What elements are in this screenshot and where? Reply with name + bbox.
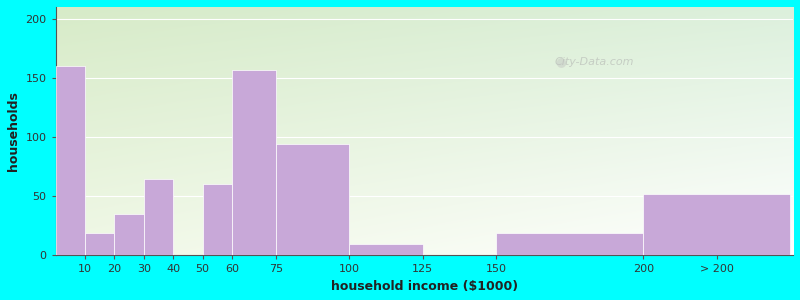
Bar — [350, 244, 423, 256]
Bar — [643, 194, 790, 256]
X-axis label: household income ($1000): household income ($1000) — [330, 280, 518, 293]
Bar — [144, 178, 173, 256]
Bar — [114, 214, 144, 256]
Bar — [232, 70, 276, 256]
Bar — [85, 233, 114, 256]
Bar — [202, 184, 232, 256]
Text: ●: ● — [555, 55, 566, 68]
Bar — [496, 233, 643, 256]
Text: City-Data.com: City-Data.com — [554, 57, 634, 67]
Bar — [56, 66, 85, 256]
Y-axis label: households: households — [7, 91, 20, 171]
Bar — [276, 144, 350, 256]
